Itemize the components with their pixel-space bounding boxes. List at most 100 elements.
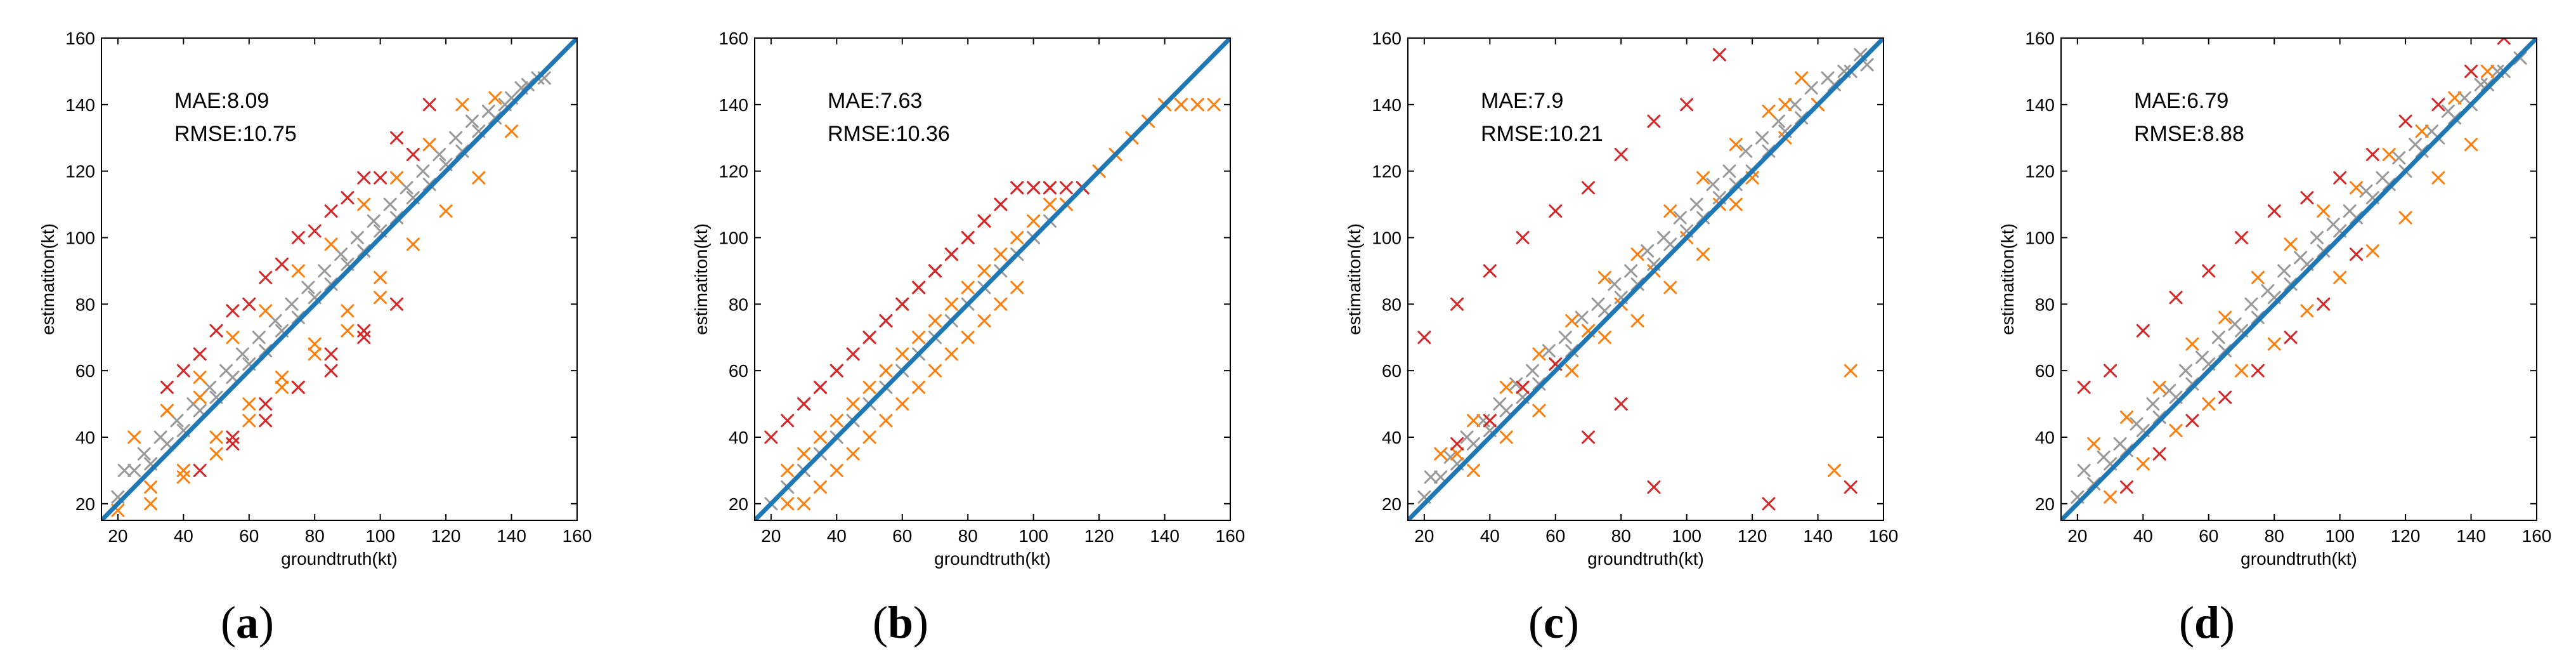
scatter-point-stroke bbox=[1745, 171, 1759, 185]
scatter-point-stroke bbox=[994, 297, 1008, 311]
scatter-point-error-large bbox=[357, 171, 371, 185]
scatter-point-stroke bbox=[2244, 297, 2258, 311]
panel-label: (b) bbox=[873, 597, 928, 648]
scatter-point-stroke bbox=[797, 397, 811, 411]
scatter-point-stroke bbox=[449, 131, 463, 145]
scatter-point-error-medium bbox=[341, 304, 355, 318]
scatter-point-stroke bbox=[2317, 204, 2331, 218]
scatter-point-stroke bbox=[308, 224, 322, 238]
scatter-point-stroke bbox=[1663, 237, 1677, 251]
scatter-point-error-large bbox=[1450, 297, 1464, 311]
scatter-point-stroke bbox=[2179, 364, 2193, 378]
scatter-point-stroke bbox=[1581, 430, 1595, 444]
scatter-point-stroke bbox=[357, 171, 371, 185]
scatter-point-error-small bbox=[521, 77, 535, 91]
x-tick-label: 100 bbox=[2325, 526, 2355, 546]
y-tick-label: 140 bbox=[65, 95, 95, 115]
y-axis-label: estimatiton(kt) bbox=[38, 223, 58, 335]
scatter-point-error-small bbox=[416, 164, 430, 178]
scatter-point-stroke bbox=[797, 447, 811, 461]
scatter-point-stroke bbox=[862, 331, 876, 345]
scatter-point-stroke bbox=[291, 264, 305, 278]
scatter-point-error-small bbox=[390, 211, 404, 225]
scatter-point-stroke bbox=[2513, 51, 2527, 65]
scatter-point-stroke bbox=[912, 331, 926, 345]
scatter-point-error-medium bbox=[209, 447, 223, 461]
scatter-point-error-large bbox=[1059, 181, 1073, 195]
x-tick-label: 20 bbox=[108, 526, 127, 546]
scatter-point-error-large bbox=[1483, 414, 1497, 428]
scatter-point-stroke bbox=[2251, 270, 2265, 284]
scatter-point-error-small bbox=[2179, 364, 2193, 378]
scatter-point-stroke bbox=[275, 257, 289, 271]
panel-label-letter: b bbox=[888, 597, 913, 648]
scatter-point-error-small bbox=[324, 277, 338, 291]
scatter-point-stroke bbox=[2350, 211, 2364, 225]
scatter-point-stroke bbox=[2284, 237, 2298, 251]
scatter-point-error-medium bbox=[862, 430, 876, 444]
scatter-point-error-small bbox=[1493, 397, 1507, 411]
scatter-point-error-large bbox=[209, 324, 223, 338]
scatter-point-stroke bbox=[829, 463, 843, 477]
scatter-point-stroke bbox=[498, 98, 512, 112]
scatter-point-error-large bbox=[242, 297, 256, 311]
scatter-point-error-small bbox=[1722, 164, 1736, 178]
scatter-point-error-large bbox=[291, 380, 305, 394]
scatter-point-stroke bbox=[193, 463, 207, 477]
scatter-point-stroke bbox=[488, 91, 502, 105]
plot-content bbox=[2061, 38, 2537, 520]
scatter-point-stroke bbox=[176, 423, 190, 437]
scatter-point-error-large bbox=[324, 204, 338, 218]
scatter-point-error-medium bbox=[2300, 304, 2314, 318]
scatter-point-stroke bbox=[813, 380, 827, 394]
scatter-point-error-large bbox=[1516, 380, 1530, 394]
scatter-point-stroke bbox=[111, 503, 125, 517]
scatter-point-error-medium bbox=[2267, 337, 2281, 351]
rmse-annotation: RMSE:10.75 bbox=[174, 122, 297, 146]
scatter-point-stroke bbox=[2382, 178, 2396, 192]
scatter-point-error-medium bbox=[2382, 147, 2396, 161]
scatter-point-stroke bbox=[1558, 331, 1572, 345]
scatter-point-stroke bbox=[2365, 191, 2379, 205]
y-tick-label: 80 bbox=[1382, 294, 1402, 314]
scatter-point-error-small bbox=[465, 114, 479, 128]
x-tick-label: 160 bbox=[1216, 526, 1246, 546]
scatter-point-error-large bbox=[390, 131, 404, 145]
x-tick-label: 160 bbox=[1869, 526, 1899, 546]
x-axis-label: groundtruth(kt) bbox=[281, 549, 398, 569]
scatter-point-error-large bbox=[1844, 480, 1857, 494]
scatter-point-stroke bbox=[895, 297, 909, 311]
scatter-point-stroke bbox=[176, 470, 190, 484]
scatter-point-stroke bbox=[1542, 344, 1556, 358]
scatter-point-error-small bbox=[1509, 377, 1523, 391]
scatter-point-error-large bbox=[2104, 364, 2117, 378]
scatter-point-error-small bbox=[1656, 230, 1670, 244]
scatter-point-stroke bbox=[2310, 230, 2324, 244]
scatter-point-error-small bbox=[2376, 171, 2390, 185]
scatter-point-stroke bbox=[308, 347, 322, 361]
x-axis-label: groundtruth(kt) bbox=[934, 549, 1051, 569]
scatter-point-error-large bbox=[2185, 414, 2199, 428]
scatter-point-stroke bbox=[341, 257, 355, 271]
scatter-point-stroke bbox=[2365, 147, 2379, 161]
scatter-point-stroke bbox=[390, 297, 404, 311]
scatter-point-error-small bbox=[1673, 211, 1687, 225]
scatter-point-stroke bbox=[209, 447, 223, 461]
scatter-point-stroke bbox=[2300, 304, 2314, 318]
x-tick-label: 20 bbox=[2067, 526, 2087, 546]
scatter-point-stroke bbox=[2448, 111, 2462, 125]
scatter-point-error-small bbox=[2441, 104, 2455, 118]
panel-label-close: ) bbox=[2220, 597, 2235, 648]
scatter-point-stroke bbox=[521, 77, 535, 91]
scatter-point-stroke bbox=[2464, 138, 2478, 152]
scatter-point-error-medium bbox=[1010, 230, 1024, 244]
scatter-point-error-large bbox=[1712, 48, 1726, 62]
scatter-point-stroke bbox=[1450, 297, 1464, 311]
scatter-point-stroke bbox=[1860, 58, 1874, 72]
scatter-point-error-large bbox=[2169, 291, 2183, 305]
scatter-point-stroke bbox=[259, 414, 273, 428]
scatter-point-stroke bbox=[334, 247, 348, 261]
scatter-point-stroke bbox=[2113, 437, 2127, 451]
scatter-point-stroke bbox=[1827, 463, 1841, 477]
scatter-point-error-small bbox=[2113, 437, 2127, 451]
